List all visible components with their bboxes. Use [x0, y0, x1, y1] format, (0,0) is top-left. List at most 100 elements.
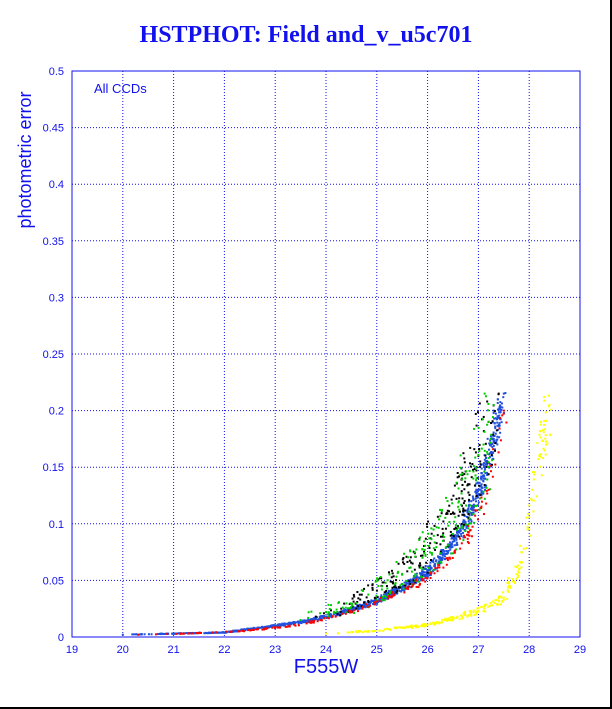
data-point	[308, 620, 311, 623]
data-point	[182, 632, 185, 635]
data-point	[435, 526, 438, 529]
data-point	[489, 435, 492, 438]
data-point	[526, 525, 529, 528]
data-point	[518, 568, 521, 571]
data-point	[458, 535, 461, 538]
data-point	[454, 516, 457, 519]
data-point	[492, 409, 495, 412]
data-point	[413, 624, 416, 627]
data-point	[467, 614, 470, 617]
data-point	[474, 490, 477, 493]
data-point	[474, 456, 477, 459]
data-point	[313, 618, 316, 621]
data-point	[253, 627, 256, 630]
y-tick-label: 0.2	[49, 406, 64, 418]
data-point	[470, 613, 473, 616]
data-point	[327, 603, 330, 606]
data-point	[468, 500, 471, 503]
data-point	[393, 591, 396, 594]
data-point	[515, 577, 518, 580]
data-point	[426, 623, 429, 626]
data-point	[520, 551, 523, 554]
data-point	[450, 616, 453, 619]
data-point	[429, 574, 432, 577]
data-point	[408, 581, 411, 584]
data-point	[474, 510, 477, 513]
data-point	[326, 616, 329, 619]
data-point	[480, 490, 483, 493]
data-point	[444, 558, 447, 561]
data-point	[463, 499, 466, 502]
data-point	[278, 625, 281, 628]
data-point	[543, 420, 546, 423]
data-point	[444, 552, 447, 555]
data-point	[475, 504, 478, 507]
data-point	[479, 493, 482, 496]
data-point	[498, 422, 501, 425]
data-point	[390, 569, 393, 572]
data-point	[492, 439, 495, 442]
data-point	[395, 579, 398, 582]
data-point	[323, 617, 326, 620]
data-point	[474, 479, 477, 482]
data-point	[423, 624, 426, 627]
data-point	[300, 621, 303, 624]
data-point	[386, 579, 389, 582]
data-point	[487, 488, 490, 491]
data-point	[538, 453, 541, 456]
data-point	[501, 406, 504, 409]
data-point	[499, 410, 502, 413]
data-point	[509, 585, 512, 588]
data-point	[432, 621, 435, 624]
data-point	[467, 523, 470, 526]
data-point	[343, 609, 346, 612]
data-point	[423, 540, 426, 543]
data-point	[453, 512, 456, 515]
data-point	[441, 527, 444, 530]
data-point	[449, 557, 452, 560]
data-point	[363, 630, 366, 633]
data-point	[406, 585, 409, 588]
data-point	[496, 398, 499, 401]
data-point	[403, 589, 406, 592]
data-point	[332, 611, 335, 614]
data-point	[494, 463, 497, 466]
data-point	[325, 611, 327, 614]
data-point	[345, 611, 348, 614]
data-point	[449, 548, 452, 551]
data-point	[363, 606, 366, 609]
data-point	[376, 579, 379, 582]
data-point	[423, 550, 426, 553]
data-point	[432, 568, 435, 571]
data-point	[346, 631, 349, 634]
data-point	[482, 415, 485, 418]
x-tick-label: 24	[320, 644, 332, 656]
data-point	[480, 472, 483, 475]
data-point	[483, 468, 486, 471]
data-point	[471, 525, 474, 528]
data-point	[412, 576, 415, 579]
data-point	[457, 534, 460, 537]
data-point	[303, 619, 306, 622]
data-point	[358, 607, 361, 610]
data-point	[506, 582, 509, 585]
data-point	[368, 601, 371, 604]
data-point	[484, 460, 487, 463]
data-point	[467, 505, 470, 508]
data-point	[532, 510, 535, 513]
data-point	[500, 421, 503, 424]
data-point	[492, 444, 495, 447]
data-point	[428, 537, 431, 540]
data-point	[528, 504, 531, 507]
data-point	[450, 498, 453, 501]
data-point	[544, 437, 547, 440]
data-point	[430, 558, 433, 561]
data-point	[491, 600, 494, 603]
data-point	[540, 453, 543, 456]
data-point	[470, 520, 473, 523]
data-point	[485, 456, 488, 459]
data-point	[502, 396, 505, 399]
data-point	[403, 591, 406, 594]
data-point	[502, 591, 505, 594]
data-point	[404, 625, 407, 628]
